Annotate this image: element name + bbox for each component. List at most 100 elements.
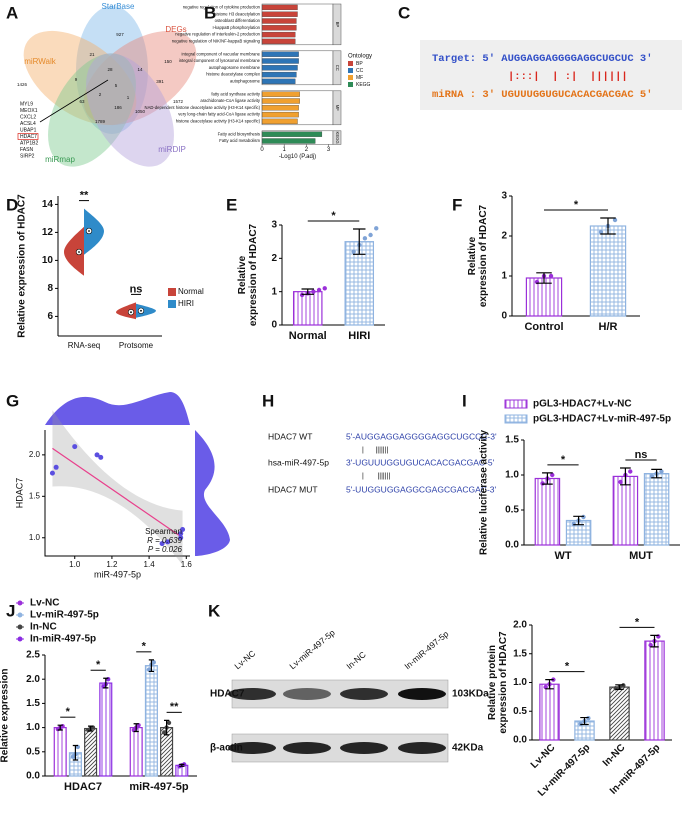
y-tick-label: 0.0 <box>505 540 519 551</box>
venn-set <box>86 53 174 167</box>
venn-set-label: miRDIP <box>158 145 186 154</box>
venn-set <box>48 53 136 167</box>
venn-count: 21 <box>89 52 95 57</box>
bar <box>589 225 627 317</box>
data-point <box>628 469 633 474</box>
bar <box>261 65 298 71</box>
blot-band <box>398 688 446 700</box>
panel-label: B <box>204 3 216 22</box>
panel-label: H <box>262 391 274 410</box>
term-label: integral component of vacuolar membrane <box>182 51 261 56</box>
term-label: integral component of lysosomal membrane <box>179 58 261 63</box>
data-point <box>581 514 586 520</box>
bar <box>261 18 297 24</box>
y-tick-label: 1.5 <box>26 698 40 709</box>
gene-highlight <box>17 133 39 140</box>
bar <box>261 38 296 45</box>
error-bar <box>545 679 554 690</box>
error-bar <box>651 468 662 479</box>
y-tick-label: 1.5 <box>505 435 519 446</box>
x-tick-label: Lv-NC <box>529 742 558 771</box>
x-tick-label: H/R <box>599 321 618 333</box>
y-tick-label: 0.5 <box>505 505 519 516</box>
annotation: P = 0.026 <box>148 545 183 554</box>
data-point <box>550 472 555 478</box>
term-label: Fatty acid metabolism <box>219 138 260 143</box>
venn-count: 28 <box>107 67 113 72</box>
trend-line <box>52 447 183 539</box>
x-tick-label: 1.2 <box>106 560 118 569</box>
mean-dot <box>78 251 80 253</box>
data-point <box>178 531 184 537</box>
error-bar <box>163 719 170 736</box>
y-axis-label: Relative <box>237 255 248 294</box>
seq: 3'-UGUUUGGUGUCACACGACGAC-5' <box>346 457 495 467</box>
y-tick-label: 1.5 <box>29 491 41 500</box>
bar <box>344 241 375 326</box>
data-point <box>180 526 186 532</box>
legend-marker <box>17 600 23 606</box>
legend-label: MF <box>356 75 363 81</box>
data-point <box>322 286 327 291</box>
venn-set <box>76 6 148 134</box>
mean-dot <box>140 309 142 312</box>
y-tick-label: 1 <box>271 286 277 297</box>
facet-label: BP <box>335 22 340 28</box>
y-tick-label: 1 <box>501 271 507 282</box>
significance-label: * <box>574 199 579 211</box>
legend-marker <box>348 68 353 73</box>
pairing-lines: | ||||||| <box>362 447 388 454</box>
blot-band <box>228 742 276 754</box>
venn-set-label: miRWalk <box>24 57 57 66</box>
error-bar <box>72 744 79 761</box>
venn-set <box>23 30 137 126</box>
panel-label: E <box>226 195 237 214</box>
pairing: |:::| | :| |||||| <box>508 71 628 83</box>
error-bar <box>542 472 553 485</box>
legend-label: Lv-NC <box>30 598 59 609</box>
legend-marker <box>168 300 176 308</box>
data-point <box>543 684 548 690</box>
seq-name: HDAC7 MUT <box>268 484 318 494</box>
data-point <box>159 541 165 547</box>
legend-label: BP <box>356 61 363 67</box>
bar <box>525 277 563 317</box>
pairing-lines: | ||||||| <box>362 473 390 480</box>
error-bar <box>103 677 109 689</box>
bar <box>261 4 298 11</box>
legend-marker <box>17 624 23 630</box>
bar <box>261 91 300 97</box>
y-tick-label: 2 <box>501 231 507 242</box>
bar <box>261 105 299 111</box>
bar <box>261 131 323 137</box>
venn-count: 1 <box>127 95 130 100</box>
term-label: autophagosome <box>230 79 261 84</box>
x-tick-label: 1.0 <box>69 560 81 569</box>
bar <box>261 98 300 104</box>
error-bar <box>615 684 624 690</box>
error-bar <box>600 217 616 235</box>
term-label: negative regulation of interleukin-2 pro… <box>175 32 260 37</box>
data-point <box>368 232 373 238</box>
gene-label: CXCL2 <box>20 114 36 120</box>
legend-marker <box>168 288 176 296</box>
data-point <box>53 464 59 470</box>
term-label: negative regulation of cytokine producti… <box>183 5 261 10</box>
annotation: Spearman <box>145 527 182 536</box>
y-tick-label: 0.5 <box>26 746 40 757</box>
mirna-seq: miRNA : 3' UGUUUGGUGUCACACGACGAC 5' <box>432 89 653 101</box>
significance-label: * <box>561 454 566 466</box>
x-tick-label: In-NC <box>601 742 628 769</box>
gene-label: MYL9 <box>20 101 33 107</box>
x-axis-label: miR-497-5p <box>94 569 141 579</box>
error-bar <box>580 716 589 726</box>
significance-label: * <box>142 641 147 653</box>
error-bar <box>650 634 659 648</box>
venn-count: 14 <box>137 67 143 72</box>
panel-label: C <box>398 3 410 22</box>
y-tick-label: 2.0 <box>513 620 527 631</box>
violin <box>84 208 104 255</box>
legend-marker <box>348 82 353 87</box>
venn-count: 927 <box>116 32 124 37</box>
